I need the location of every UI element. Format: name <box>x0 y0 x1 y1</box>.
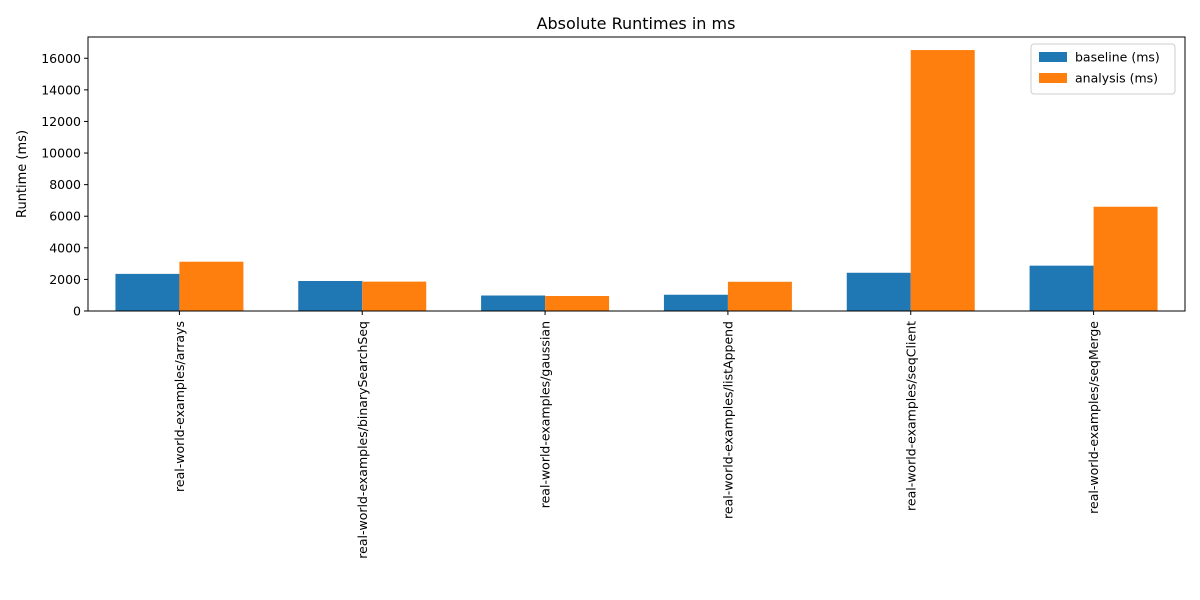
y-tick-label: 8000 <box>49 177 81 192</box>
bar-analysis-3 <box>727 281 792 311</box>
legend-label: baseline (ms) <box>1075 50 1160 65</box>
bar-analysis-5 <box>1093 206 1158 311</box>
x-tick-label: real-world-examples/binarySearchSeq <box>355 321 370 559</box>
legend-swatch <box>1039 52 1067 62</box>
y-tick-label: 2000 <box>49 272 81 287</box>
x-tick-label: real-world-examples/seqClient <box>903 321 918 511</box>
bar-baseline-0 <box>115 273 180 311</box>
bar-baseline-4 <box>846 272 911 311</box>
y-tick-label: 12000 <box>41 114 81 129</box>
bar-analysis-0 <box>179 261 244 311</box>
bar-baseline-5 <box>1029 265 1094 311</box>
y-axis-title: Runtime (ms) <box>15 130 30 218</box>
bar-baseline-1 <box>298 280 363 311</box>
plot-frame <box>87 36 1186 312</box>
x-tick-label: real-world-examples/listAppend <box>720 321 735 519</box>
y-tick-label: 14000 <box>41 82 81 97</box>
y-tick-label: 16000 <box>41 51 81 66</box>
chart-title: Absolute Runtimes in ms <box>537 14 736 33</box>
legend: baseline (ms) analysis (ms) <box>1030 43 1176 95</box>
x-tick-label: real-world-examples/gaussian <box>538 321 553 508</box>
bar-analysis-4 <box>910 50 975 312</box>
y-tick-label: 0 <box>73 304 81 319</box>
bar-baseline-3 <box>663 294 728 311</box>
bar-analysis-1 <box>362 281 427 311</box>
legend-swatch <box>1039 73 1067 83</box>
axes-layer: 0 2000 4000 6000 8000 10000 12000 14000 16000 rea… <box>41 36 1186 559</box>
y-tick-label: 10000 <box>41 146 81 161</box>
legend-label: analysis (ms) <box>1075 71 1158 86</box>
y-tick-label: 6000 <box>49 209 81 224</box>
x-tick-label: real-world-examples/arrays <box>172 321 187 492</box>
bar-baseline-2 <box>481 295 546 311</box>
bar-analysis-2 <box>545 295 610 311</box>
y-tick-label: 4000 <box>49 240 81 255</box>
bars-layer <box>115 50 1158 312</box>
x-tick-label: real-world-examples/seqMerge <box>1086 321 1101 514</box>
